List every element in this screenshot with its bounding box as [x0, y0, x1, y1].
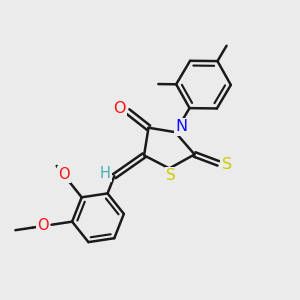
- Text: O: O: [58, 167, 69, 182]
- Text: N: N: [176, 119, 188, 134]
- Text: S: S: [166, 168, 176, 183]
- Text: O: O: [113, 101, 126, 116]
- Text: O: O: [38, 218, 49, 233]
- Text: S: S: [222, 158, 232, 172]
- Text: H: H: [100, 166, 111, 181]
